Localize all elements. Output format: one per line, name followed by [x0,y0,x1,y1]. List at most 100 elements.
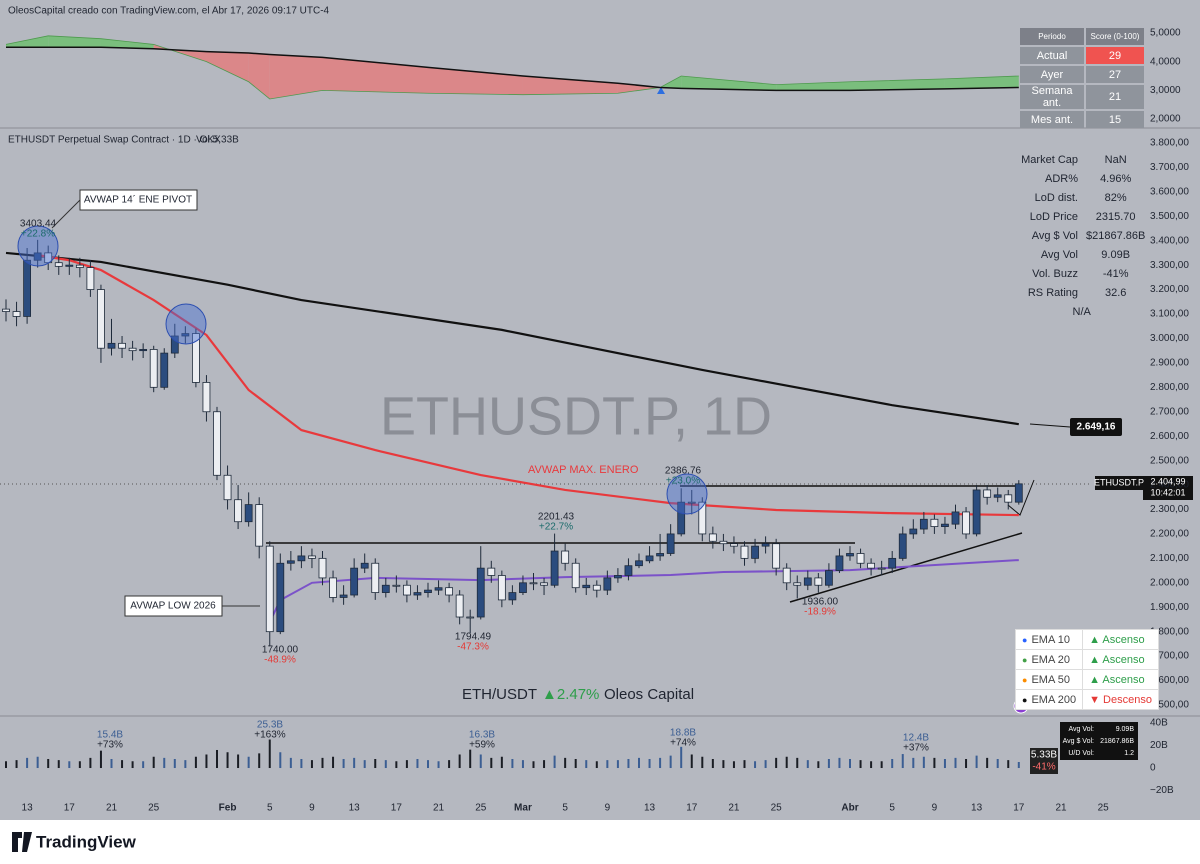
stats-row: LoD Price 2315.70 [1014,207,1149,226]
volume-label: Vol.5,33B [196,135,239,146]
volume-badge [1030,748,1058,774]
sentiment-area [944,76,1019,89]
y-tick-label: 1.700,00 [1150,651,1189,662]
volume-note: 25.3B [257,720,283,731]
candle-body [318,557,327,579]
pivot-circle [17,225,59,267]
sentiment-line [5,35,1019,100]
volume-bar [279,752,282,769]
y-tick-label: 2.000,00 [1150,577,1189,588]
volume-bar [1017,762,1020,769]
candle-body [719,540,728,545]
volume-bar [574,759,577,769]
change-note: +37% [903,743,929,754]
candle-body [972,489,981,535]
volume-bar [891,759,894,769]
volume-bar [965,759,968,769]
candle-body [846,553,854,557]
volume-bar [173,759,176,769]
change-note: +22.8% [21,229,55,240]
ema-legend: ● EMA 10 ▲ Ascenso ● EMA 20 ▲ Ascenso ● EMA 50 ▲… [1014,629,1159,710]
y-tick-label: 3.500,00 [1150,211,1189,222]
volume-bar [142,761,145,769]
stat-label: Vol. Buzz [1032,267,1078,280]
change-note: -41% [1032,762,1055,773]
volume-bar [817,761,820,769]
candle-body [677,501,686,535]
candle-body [603,577,612,591]
candle-body [614,575,622,579]
candle-body [286,560,295,564]
candle-body [508,592,517,601]
volume-bar [321,757,324,769]
change-note: -18.9% [804,607,836,618]
ema-label: EMA 200 [1031,693,1077,706]
change-note: +73% [97,740,123,751]
sentiment-area [681,76,777,91]
y-tick-label: 3,0000 [1150,85,1181,96]
y-tick-label: −20B [1150,785,1174,796]
volume-bar [585,760,588,769]
price-note: 1936.00 [802,597,839,608]
y-tick-label: 1.800,00 [1150,626,1189,637]
overlay-name: AVWAP LOW 2026 [130,601,216,612]
y-tick-label: 3.600,00 [1150,186,1189,197]
candle-body [951,511,960,525]
candle-body [561,550,570,564]
volume-bar [564,757,567,769]
volume-bar [996,759,999,769]
candle-body [223,474,232,501]
y-tick-label: 2.500,00 [1150,455,1189,466]
footer-band [0,820,1200,864]
brand: TradingView [36,832,137,851]
volume-bar [289,757,292,769]
period: Ayer [1020,66,1084,83]
caption-pair: ETH/USDT [462,686,537,703]
volume-bar [722,760,725,769]
volume-bar [437,761,440,769]
candle-body [761,543,770,547]
candle-body [635,560,643,567]
stats-row: Vol. Buzz -41% [1014,264,1149,283]
candle-body [772,543,781,569]
candle-body [191,333,200,383]
volume-bar [954,757,957,769]
score: 21 [1086,85,1144,109]
x-tick-label: 9 [309,803,315,814]
price-note: 2386.76 [665,466,702,477]
candle-body [519,582,527,593]
sentiment-area [48,35,101,48]
y-tick-label: 1.900,00 [1150,602,1189,613]
ema-label: EMA 50 [1031,673,1070,686]
x-tick-label: 21 [1055,803,1067,814]
sentiment-area [6,35,49,48]
candle-body [402,584,411,596]
candle-body [255,504,264,547]
candle-body [919,518,928,530]
volume-bar [986,757,989,769]
volume-note: 15.4B [97,730,123,741]
volume-bar [943,759,946,769]
ema-name: ● EMA 200 [1014,689,1084,710]
x-tick-label: 25 [148,803,160,814]
candle-body [993,494,1002,498]
stats-row: RS Rating 32.6 [1014,283,1149,302]
candle-body [139,349,148,352]
stat-value: 32.6 [1104,286,1127,299]
candle-body [687,501,696,504]
candle-body [1014,483,1023,503]
candle-body [33,252,42,261]
ema-name: ● EMA 50 [1014,669,1084,690]
volume-bar [880,761,883,769]
volume-bar [458,754,461,769]
sentiment-area [322,57,428,94]
pivot-circle [666,473,708,515]
candle-body [160,352,169,388]
ema-row: ● EMA 10 ▲ Ascenso [1014,629,1159,650]
y-tick-label: 1.500,00 [1150,700,1189,711]
candle-body [497,575,506,601]
volume-note: 18.8B [670,728,696,739]
period: Mes ant. [1020,111,1084,128]
candle-body [265,545,274,633]
watermark: ETHUSDT.P, 1D [380,386,772,446]
